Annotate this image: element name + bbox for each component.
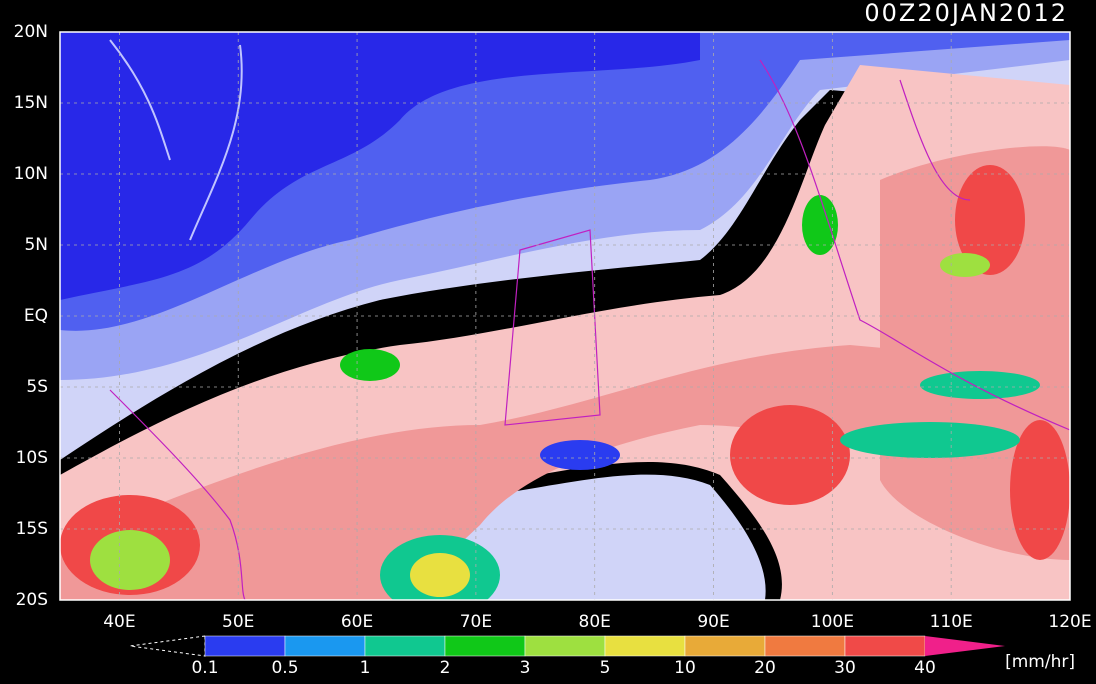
lon-label: 60E <box>341 612 373 632</box>
colorbar-label: 20 <box>754 658 776 678</box>
field-green <box>340 349 400 381</box>
precipitation-field <box>60 32 1070 600</box>
lat-label: 10N <box>14 164 48 184</box>
field-green <box>920 371 1040 399</box>
field-blue <box>540 440 620 470</box>
lat-label: 15S <box>16 519 48 539</box>
colorbar-label: 0.1 <box>191 658 218 678</box>
field-yellow <box>410 553 470 597</box>
lon-label: 70E <box>460 612 492 632</box>
colorbar-over <box>925 636 1005 656</box>
colorbar-swatch <box>684 635 766 657</box>
map-frame <box>59 31 1071 601</box>
colorbar-under <box>129 635 206 657</box>
colorbar-label: 10 <box>674 658 696 678</box>
field-red <box>730 405 850 505</box>
field-green <box>940 253 990 277</box>
colorbar-swatch <box>764 635 846 657</box>
colorbar-label: 40 <box>914 658 936 678</box>
colorbar-label: 5 <box>600 658 611 678</box>
lon-label: 120E <box>1048 612 1091 632</box>
field-dark-blue <box>60 32 700 300</box>
colorbar-label: 2 <box>440 658 451 678</box>
map-title: 00Z20JAN2012 <box>864 0 1068 27</box>
colorbar-swatch <box>204 635 286 657</box>
field-red <box>1010 420 1070 560</box>
colorbar-label: 3 <box>520 658 531 678</box>
field-salmon <box>60 345 1070 600</box>
lon-label: 50E <box>222 612 254 632</box>
lat-label: 20N <box>14 22 48 42</box>
contour <box>109 39 243 241</box>
colorbar-label: 30 <box>834 658 856 678</box>
lat-label: 20S <box>16 590 48 610</box>
lat-label: 15N <box>14 93 48 113</box>
colorbar-swatch <box>444 635 526 657</box>
lat-label: 5S <box>26 377 48 397</box>
graticule <box>60 32 1070 600</box>
lon-label: 80E <box>579 612 611 632</box>
lat-label: 5N <box>24 235 48 255</box>
colorbar-swatch <box>364 635 446 657</box>
lon-label: 90E <box>697 612 729 632</box>
colorbar-label: 0.5 <box>271 658 298 678</box>
lon-label: 100E <box>811 612 854 632</box>
coastline <box>109 59 1070 600</box>
field-green <box>802 195 838 255</box>
colorbar-swatch <box>524 635 606 657</box>
field-red <box>955 165 1025 275</box>
colorbar-label: 1 <box>360 658 371 678</box>
lon-label: 40E <box>103 612 135 632</box>
colorbar-swatch <box>604 635 686 657</box>
colorbar <box>204 635 1005 657</box>
lon-label: 110E <box>930 612 973 632</box>
colorbar-unit: [mm/hr] <box>1005 652 1075 672</box>
colorbar-swatch <box>844 635 926 657</box>
colorbar-swatch <box>284 635 366 657</box>
field-green <box>90 530 170 590</box>
lat-label: EQ <box>24 306 48 326</box>
field-green <box>840 422 1020 458</box>
lat-label: 10S <box>16 448 48 468</box>
